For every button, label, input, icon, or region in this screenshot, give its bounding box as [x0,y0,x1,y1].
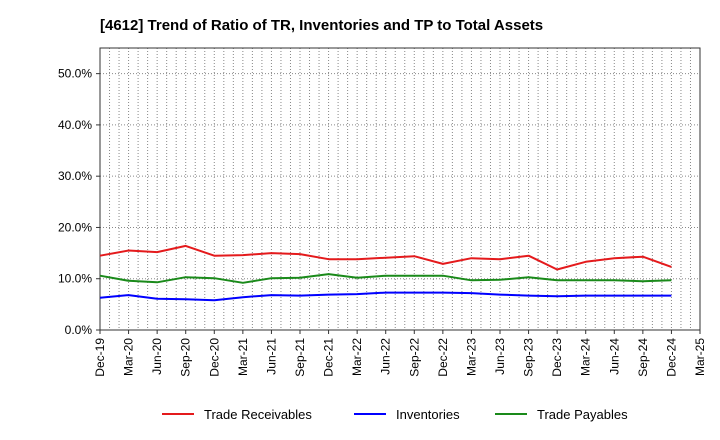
plot-area: 0.0% 10.0% 20.0% 30.0% 40.0% 50.0% Dec-19 Mar-2… [58,47,707,377]
x-tick-label-14: Jun-23 [493,338,507,375]
y-tick-label-3: 30.0% [58,169,92,183]
chart-title: [4612] Trend of Ratio of TR, Inventories… [100,17,543,34]
x-tick-label-9: Mar-22 [350,338,364,376]
y-tick-label-4: 40.0% [58,118,92,132]
plot-background [100,48,700,330]
plot-frame [99,47,701,331]
y-tick-label-0: 0.0% [65,323,93,337]
x-tick-label-2: Jun-20 [150,338,164,375]
x-tick-label-6: Jun-21 [264,338,278,375]
x-tick-label-1: Mar-20 [122,338,136,376]
x-tick-label-18: Jun-24 [607,338,621,375]
x-tick-label-16: Dec-23 [550,338,564,377]
series-line-2 [99,273,672,284]
legend-label-1: Inventories [396,407,460,422]
x-tick-label-4: Dec-20 [207,338,221,377]
x-tick-label-17: Mar-24 [579,338,593,376]
series-line-0 [99,244,672,271]
legend-label-0: Trade Receivables [204,407,312,422]
x-tick-label-8: Dec-21 [322,338,336,377]
x-tick-label-7: Sep-21 [293,338,307,377]
series-line-1 [99,291,672,302]
x-tick-label-21: Mar-25 [693,338,707,376]
y-tick-label-2: 20.0% [58,220,92,234]
legend-label-2: Trade Payables [537,407,628,422]
x-tick-label-0: Dec-19 [93,338,107,377]
x-tick-label-19: Sep-24 [636,338,650,377]
y-tick-label-5: 50.0% [58,67,92,81]
x-tick-label-15: Sep-23 [522,338,536,377]
legend: Trade Receivables Inventories Trade Payabl… [162,407,628,422]
x-tick-label-5: Mar-21 [236,338,250,376]
x-tick-label-12: Dec-22 [436,338,450,377]
x-tick-label-10: Jun-22 [379,338,393,375]
y-tick-label-1: 10.0% [58,272,92,286]
x-tick-label-13: Mar-23 [464,338,478,376]
x-tick-label-3: Sep-20 [179,338,193,377]
x-tick-label-20: Dec-24 [664,338,678,377]
x-tick-label-11: Sep-22 [407,338,421,377]
